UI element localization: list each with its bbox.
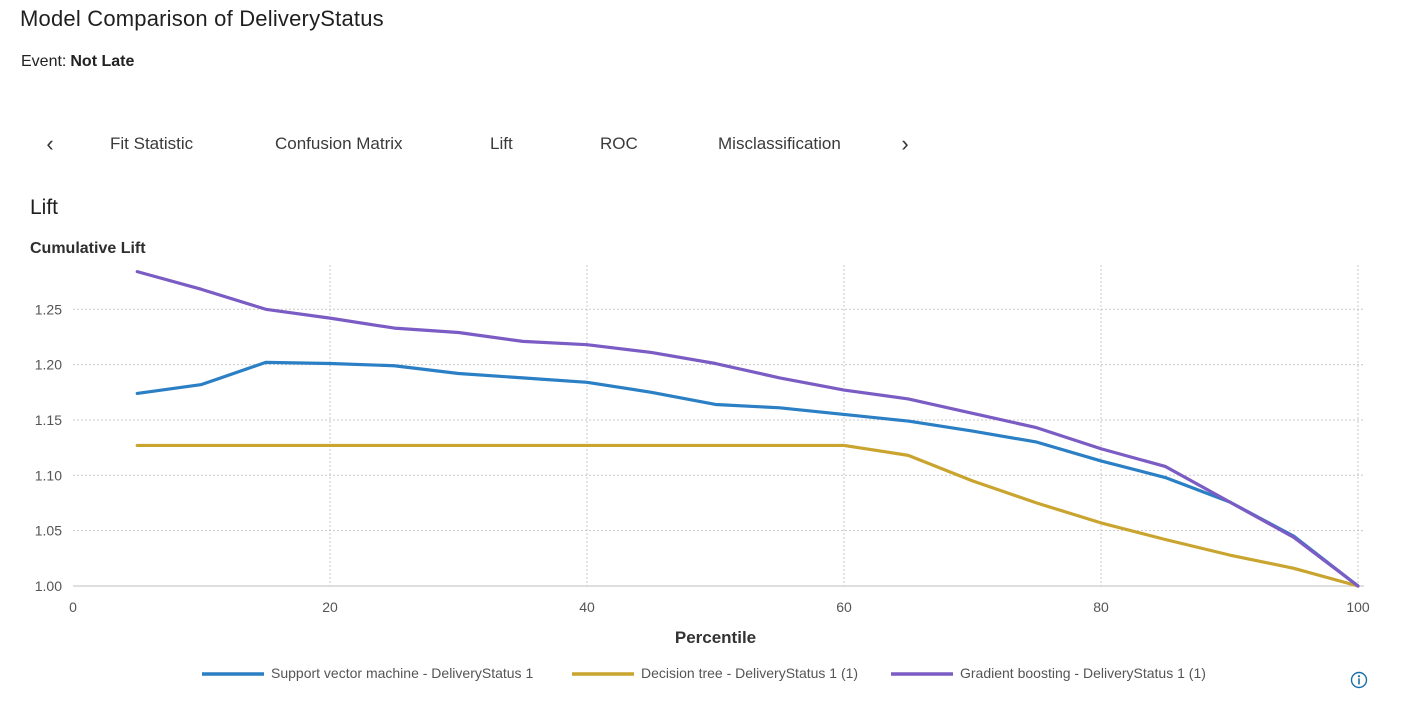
x-tick-label: 80 (1093, 599, 1109, 615)
x-tick-label: 100 (1346, 599, 1370, 615)
tab-lift[interactable]: Lift (490, 134, 513, 153)
tab-roc[interactable]: ROC (600, 134, 638, 153)
x-tick-label: 60 (836, 599, 852, 615)
chevron-right-icon[interactable]: › (901, 131, 909, 156)
y-tick-label: 1.10 (35, 467, 62, 483)
y-tick-label: 1.15 (35, 412, 62, 428)
info-icon[interactable] (1350, 671, 1368, 689)
tab-fit-statistic[interactable]: Fit Statistic (110, 134, 194, 153)
tab-confusion-matrix[interactable]: Confusion Matrix (275, 134, 403, 153)
tab-misclassification[interactable]: Misclassification (718, 134, 841, 153)
legend-entry-1: Decision tree - DeliveryStatus 1 (1) (641, 665, 858, 681)
series-line-2 (135, 270, 1360, 588)
y-tick-label: 1.00 (35, 578, 62, 594)
x-tick-label: 20 (322, 599, 338, 615)
chart-title: Cumulative Lift (30, 240, 146, 257)
chevron-left-icon[interactable]: ‹ (46, 131, 54, 156)
section-title: Lift (30, 196, 59, 219)
series-line-0 (135, 360, 1360, 588)
page-title: Model Comparison of DeliveryStatus (20, 6, 384, 31)
x-axis-label: Percentile (675, 628, 756, 647)
y-tick-label: 1.25 (35, 301, 62, 317)
tab-bar: ‹ Fit Statistic Confusion Matrix Lift RO… (0, 128, 960, 164)
series-line-1 (135, 443, 1360, 588)
legend-entry-0: Support vector machine - DeliveryStatus … (271, 665, 533, 681)
legend-entry-2: Gradient boosting - DeliveryStatus 1 (1) (960, 665, 1206, 681)
x-tick-label: 0 (69, 599, 77, 615)
y-tick-label: 1.05 (35, 523, 62, 539)
x-tick-label: 40 (579, 599, 595, 615)
event-line: Event: Not Late (21, 53, 134, 71)
event-value: Not Late (70, 53, 135, 70)
event-label: Event: (21, 53, 67, 70)
y-tick-label: 1.20 (35, 357, 62, 373)
